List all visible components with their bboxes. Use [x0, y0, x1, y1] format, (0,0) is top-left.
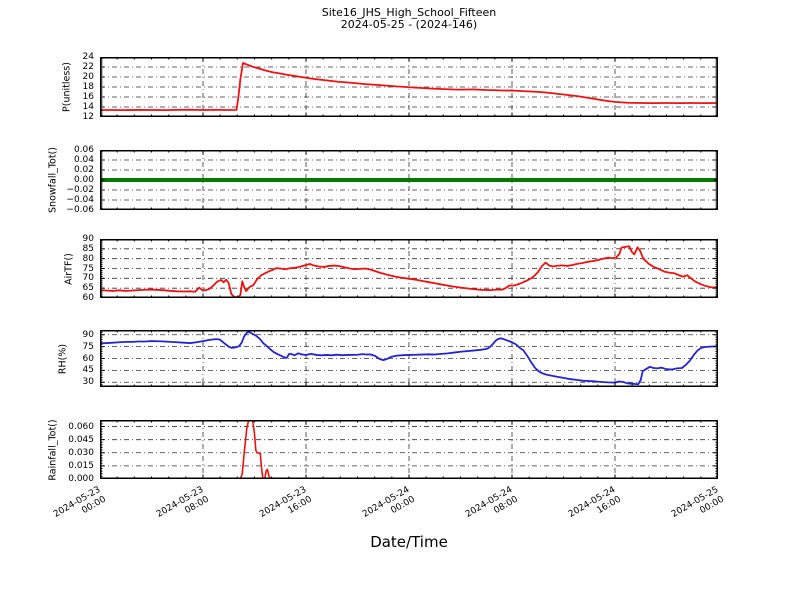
- ytick-label-airtf: 70: [82, 273, 94, 284]
- ytick-label-p-unitless: 12: [82, 112, 94, 122]
- series-rh: [100, 331, 718, 386]
- ytick-label-airtf: 80: [82, 253, 94, 264]
- xtick-label: 2024-05-25 00:00: [669, 485, 726, 520]
- y-axis-label-rh: RH(%): [57, 343, 69, 374]
- panel-snowfall-plot: [100, 150, 718, 210]
- panel-rh-plot: [100, 330, 718, 387]
- xtick-label: 2024-05-23 08:00: [154, 485, 211, 520]
- panel-airtf-plot: [100, 239, 718, 298]
- y-axis-label-p-unitless: P(unitless): [61, 62, 73, 112]
- panel-frame: [100, 57, 718, 117]
- ytick-label-p-unitless: 16: [82, 92, 94, 102]
- ytick-label-p-unitless: 24: [82, 52, 94, 62]
- ytick-label-airtf: 90: [82, 234, 94, 244]
- ytick-label-snowfall: 0.00: [73, 175, 94, 185]
- ytick-label-p-unitless: 18: [82, 82, 94, 92]
- ytick-label-snowfall: −0.06: [66, 205, 94, 215]
- chart-subtitle: 2024-05-25 - (2024-146): [340, 18, 478, 31]
- xtick-label: 2024-05-24 16:00: [566, 485, 623, 520]
- y-axis-label-airtf: AirTF(): [63, 252, 75, 285]
- panel-frame: [100, 239, 718, 298]
- xtick-label: 2024-05-23 16:00: [257, 485, 314, 520]
- ytick-label-snowfall: −0.04: [66, 195, 94, 205]
- y-axis-label-rainfall: Rainfall_Tot(): [47, 418, 59, 481]
- ytick-label-snowfall: 0.06: [73, 145, 94, 155]
- series-airtf: [100, 245, 718, 298]
- x-axis-title: Date/Time: [370, 533, 448, 551]
- xtick-label: 2024-05-24 00:00: [360, 485, 417, 520]
- ytick-label-rainfall: 0.015: [68, 460, 94, 471]
- ytick-label-rh: 45: [82, 365, 94, 376]
- ytick-label-p-unitless: 20: [82, 72, 94, 82]
- ytick-label-rh: 60: [82, 353, 94, 364]
- panel-frame: [100, 150, 718, 210]
- ytick-label-airtf: 65: [82, 283, 94, 294]
- grid-lines: [100, 420, 718, 479]
- series-p-unitless: [100, 62, 718, 111]
- ytick-label-snowfall: 0.04: [73, 155, 94, 165]
- grid-lines: [100, 239, 718, 298]
- ytick-label-rainfall: 0.060: [68, 421, 94, 432]
- ytick-label-airtf: 85: [82, 243, 94, 254]
- y-axis-label-snowfall: Snowfall_Tot(): [47, 147, 59, 213]
- grid-lines: [100, 330, 718, 387]
- ytick-label-p-unitless: 14: [82, 102, 94, 112]
- ytick-label-rh: 75: [82, 341, 94, 352]
- ytick-label-rainfall: 0.045: [68, 434, 94, 445]
- ytick-label-rh: 30: [82, 377, 94, 388]
- panel-rainfall-plot: [100, 420, 718, 479]
- ytick-label-rainfall: 0.030: [68, 447, 94, 458]
- xtick-label: 2024-05-23 00:00: [51, 485, 108, 520]
- ytick-label-airtf: 75: [82, 263, 94, 274]
- series-rainfall: [100, 420, 718, 479]
- panel-frame: [100, 420, 718, 479]
- panel-frame: [100, 330, 718, 387]
- ytick-label-snowfall: 0.02: [73, 165, 94, 175]
- ytick-label-p-unitless: 22: [82, 62, 94, 72]
- ytick-label-rh: 90: [82, 329, 94, 340]
- chart-title: Site16_JHS_High_School_Fifteen: [321, 6, 497, 19]
- ytick-label-snowfall: −0.02: [66, 185, 94, 195]
- ytick-label-rainfall: 0.000: [68, 474, 94, 484]
- xtick-label: 2024-05-24 08:00: [463, 485, 520, 520]
- panel-p-unitless-plot: [100, 57, 718, 117]
- ytick-label-airtf: 60: [82, 293, 94, 303]
